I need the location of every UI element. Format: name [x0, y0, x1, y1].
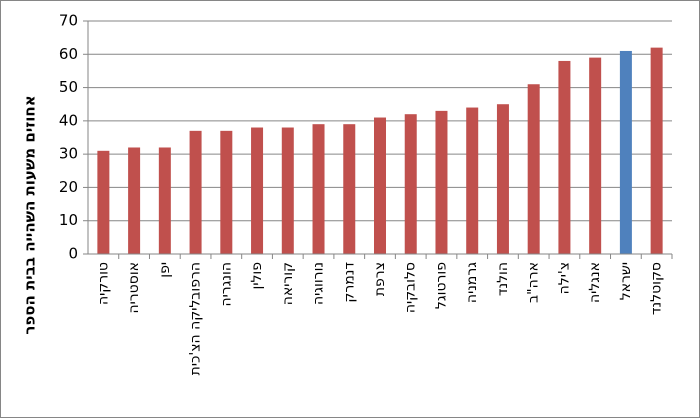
bar: [220, 130, 233, 254]
y-tick-label: 30: [59, 145, 78, 163]
bar: [435, 110, 448, 254]
y-tick-label: 10: [59, 211, 78, 229]
x-tick-label: ארה"ב: [526, 262, 542, 303]
bar: [496, 104, 509, 254]
bar: [589, 57, 602, 254]
x-tick-label: צרפת: [372, 262, 388, 296]
y-tick-label: 70: [59, 12, 78, 30]
bar: [128, 147, 141, 254]
bar: [281, 127, 294, 254]
bar: [527, 84, 540, 254]
x-tick-label: נורווגיה: [311, 262, 327, 305]
x-tick-label: פולין: [249, 262, 265, 289]
bar: [619, 50, 632, 255]
x-tick-label: קוריאה: [280, 262, 296, 305]
x-tick-label: אנגליה: [587, 262, 603, 303]
bar: [158, 147, 171, 254]
x-tick-label: הולנד: [495, 262, 511, 296]
x-tick-label: טורקיה: [95, 262, 111, 305]
bar: [404, 114, 417, 254]
x-tick-label: סקוטלנד: [649, 262, 665, 315]
bar: [343, 124, 356, 254]
x-tick-label: פורטוגל: [433, 262, 449, 309]
bar: [312, 124, 325, 254]
x-tick-label: סלובקיה: [403, 262, 419, 313]
y-tick-label: 0: [68, 245, 78, 263]
y-tick-label: 40: [59, 111, 78, 129]
x-tick-label: צ'ילה: [556, 262, 572, 294]
bar: [189, 130, 202, 254]
x-tick-label: הרפובליקה הצ'כית: [188, 262, 204, 375]
y-tick-label: 50: [59, 78, 78, 96]
x-tick-label: גרמניה: [464, 262, 480, 303]
x-tick-label: ישראל: [618, 262, 634, 300]
bar: [650, 47, 663, 254]
bar: [466, 107, 479, 255]
bar: [558, 60, 571, 254]
bar: [97, 150, 110, 254]
x-tick-label: דנמרק: [341, 262, 357, 303]
y-axis-title: אחוזים משעות השהייה בבית הספר: [21, 95, 39, 334]
bar: [374, 117, 386, 255]
x-tick-label: יפן: [157, 262, 173, 278]
x-tick-label: הונגריה: [218, 262, 234, 307]
x-tick-label: אוסטריה: [126, 262, 142, 314]
y-tick-label: 20: [59, 178, 78, 196]
bar: [251, 127, 264, 254]
y-tick-label: 60: [59, 45, 78, 63]
